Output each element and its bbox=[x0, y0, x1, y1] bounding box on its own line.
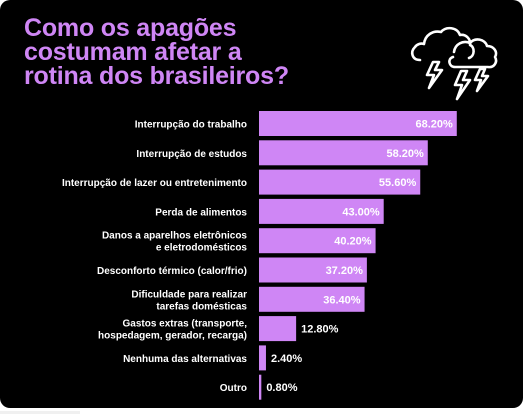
category-label-7: Gastos extras (transporte, hospedagem, ge… bbox=[98, 319, 247, 342]
category-label-line: tarefas domésticas bbox=[156, 301, 247, 312]
value-label-5: 37.20% bbox=[326, 265, 364, 277]
bar-0 bbox=[259, 111, 457, 136]
category-label-line: Gastos extras (transporte, bbox=[123, 319, 248, 330]
bar-5 bbox=[259, 257, 367, 283]
title-line-2: costumam afetar a bbox=[24, 38, 242, 66]
bar-7 bbox=[259, 316, 297, 342]
bar-4 bbox=[259, 228, 376, 254]
category-label-6: Dificuldade para realizar tarefas domésti… bbox=[131, 289, 247, 312]
value-label-6: 36.40% bbox=[323, 294, 361, 306]
bar-1 bbox=[259, 140, 428, 166]
category-label-line: e eletrodomésticos bbox=[156, 243, 248, 254]
category-label-line: Interrupção de lazer ou entretenimento bbox=[62, 178, 247, 189]
category-label-9: Outro bbox=[220, 383, 247, 394]
category-label-8: Nenhuma das alternativas bbox=[123, 354, 247, 365]
value-label-4: 40.20% bbox=[334, 236, 372, 248]
category-label-5: Desconforto térmico (calor/frio) bbox=[97, 266, 247, 277]
value-label-8: 2.40% bbox=[271, 353, 302, 365]
category-label-line: Outro bbox=[220, 383, 247, 394]
category-label-line: Interrupção de estudos bbox=[136, 149, 247, 160]
bar-chart: 68.20% Interrupção do trabalho 58.20% Inter… bbox=[62, 111, 457, 400]
thunderstorm-clouds-icon bbox=[410, 26, 498, 101]
value-label-7: 12.80% bbox=[301, 324, 339, 336]
bottom-divider bbox=[0, 411, 80, 414]
title-line-1: Como os apagões bbox=[24, 14, 237, 42]
chart-card: Como os apagões costumam afetar a rotina… bbox=[0, 0, 523, 408]
category-label-line: Desconforto térmico (calor/frio) bbox=[97, 266, 247, 277]
category-label-line: Danos a aparelhos eletrônicos bbox=[102, 231, 247, 242]
category-label-2: Interrupção de lazer ou entretenimento bbox=[62, 178, 247, 189]
category-label-line: hospedagem, gerador, recarga) bbox=[98, 331, 247, 342]
value-label-9: 0.80% bbox=[266, 382, 297, 394]
value-label-1: 58.20% bbox=[386, 148, 424, 160]
value-label-3: 43.00% bbox=[342, 206, 380, 218]
category-label-line: Perda de alimentos bbox=[155, 207, 247, 218]
value-label-0: 68.20% bbox=[415, 119, 453, 131]
category-label-4: Danos a aparelhos eletrônicos e eletrodom… bbox=[102, 231, 247, 254]
chart-title: Como os apagões costumam afetar a rotina… bbox=[24, 14, 384, 90]
value-label-2: 55.60% bbox=[379, 177, 417, 189]
bar-9 bbox=[259, 374, 262, 400]
title-line-3: rotina dos brasileiros? bbox=[24, 62, 289, 90]
bar-3 bbox=[259, 198, 384, 224]
bar-6 bbox=[259, 286, 365, 312]
category-label-line: Dificuldade para realizar bbox=[131, 289, 247, 300]
category-label-line: Interrupção do trabalho bbox=[135, 120, 247, 131]
bar-8 bbox=[259, 345, 266, 371]
bar-2 bbox=[259, 169, 421, 195]
category-label-3: Perda de alimentos bbox=[155, 207, 247, 218]
category-label-0: Interrupção do trabalho bbox=[135, 120, 247, 131]
category-label-1: Interrupção de estudos bbox=[136, 149, 247, 160]
category-label-line: Nenhuma das alternativas bbox=[123, 354, 247, 365]
